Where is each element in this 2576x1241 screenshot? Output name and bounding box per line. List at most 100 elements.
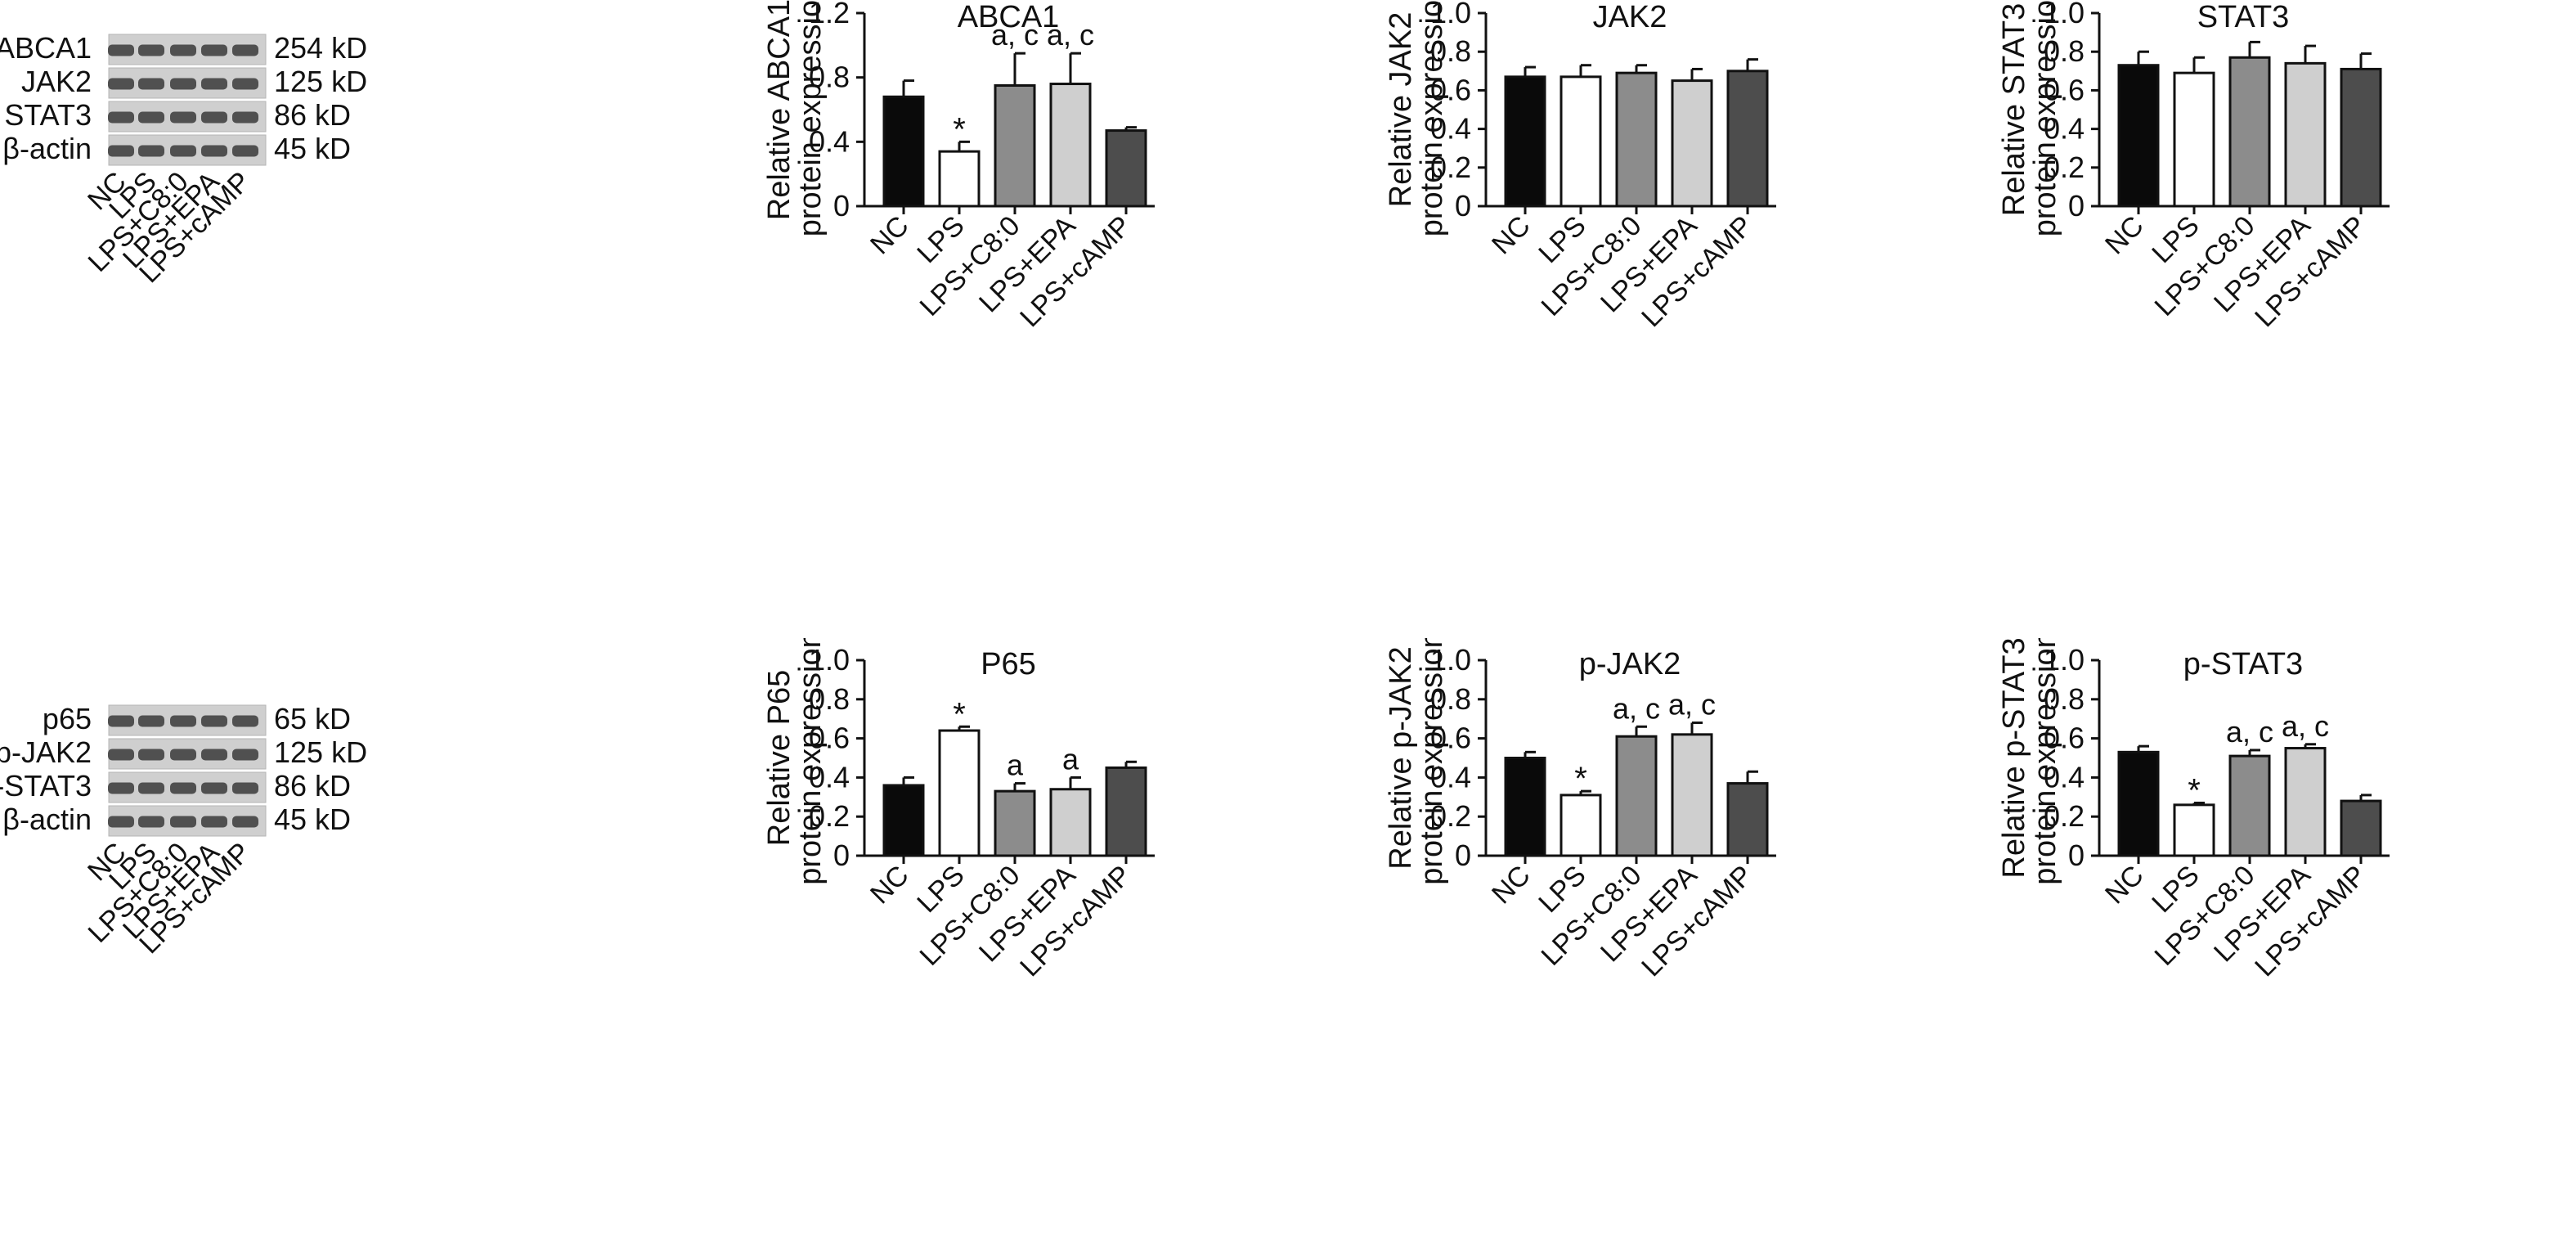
significance-label: * [2188,772,2201,808]
y-axis-label: protein expression [793,638,828,885]
bar [2284,747,2327,857]
blot-band [108,715,134,727]
y-tick-label: 1.0 [809,643,850,677]
y-axis-label: Relative P65 [762,670,797,846]
bar [2117,750,2160,857]
blot-band [108,111,134,124]
bar [2340,67,2382,208]
blot-band [232,78,258,90]
bar [1726,782,1769,857]
y-tick-label: 0.6 [809,722,850,755]
chart-p65: P65 Relative P65 protein expression 0 0.2 0.4… [720,638,1341,1241]
bar [1504,75,1546,208]
bar [2173,71,2215,208]
molecular-weight-label: 65 kD [274,702,351,735]
bar [1671,733,1713,857]
chart-stat3: STAT3 Relative STAT3 protein expression 0 0.… [1954,0,2576,605]
bar [938,150,981,208]
blot-band [138,782,164,794]
blot-band [108,44,134,56]
y-tick-label: 1.2 [809,0,850,29]
significance-label: a, c [1668,687,1716,721]
y-tick-label: 0.8 [809,682,850,716]
chart-title: JAK2 [1593,0,1667,34]
bar [1671,79,1713,208]
y-tick-label: 0.6 [2044,73,2085,106]
blot-band [108,816,134,828]
y-tick-label: 0.2 [1430,151,1471,184]
y-tick-label: 0.4 [809,124,850,158]
bar [2228,56,2271,208]
blot-band [232,44,258,56]
y-axis-label: protein expression [2028,638,2062,885]
x-tick-label: NC [2099,210,2150,261]
protein-label: p-JAK2 [0,735,92,769]
bar [1504,757,1546,857]
molecular-weight-label: 254 kD [274,31,367,65]
western-blot-figure: ABCA1 254 kD JAK2 125 kD STAT3 86 kD β-actin 45… [0,31,367,289]
blot-band [170,749,196,761]
protein-label: ABCA1 [0,31,92,65]
y-tick-label: 0 [833,839,850,872]
blot-band [170,111,196,124]
blot-band [138,145,164,157]
y-axis-label: Relative p-STAT3 [1997,638,2031,879]
significance-label: a, c [2226,715,2273,749]
y-tick-label: 0.2 [2044,151,2085,184]
y-tick-label: 0.6 [1430,73,1471,106]
y-tick-label: 0.8 [2044,682,2085,716]
y-tick-label: 0 [1455,839,1471,872]
bar [1105,766,1147,857]
bar [994,84,1036,208]
significance-label: * [953,696,966,732]
significance-label: a, c [1613,691,1660,725]
bar [1560,794,1602,857]
y-tick-label: 0.4 [1430,760,1471,794]
blot-band [201,44,227,56]
y-tick-label: 0 [1455,189,1471,223]
blot-band [138,111,164,124]
chart-title: STAT3 [2197,0,2290,34]
blot-band [138,816,164,828]
x-tick-label: NC [1486,210,1537,261]
bar [882,784,925,857]
chart-abca1: ABCA1 Relative ABCA1 protein expression 0 0.… [720,0,1341,605]
blot-band [170,44,196,56]
blot-band [170,816,196,828]
protein-label: p-STAT3 [0,769,92,803]
blot-band [232,782,258,794]
bar [1615,735,1658,857]
y-axis-label: protein expression [1415,638,1449,885]
significance-label: a, c [991,18,1039,52]
y-tick-label: 0.2 [809,799,850,833]
y-tick-label: 1.0 [2044,0,2085,29]
chart-title: P65 [981,647,1036,681]
y-tick-label: 0.4 [1430,112,1471,146]
y-axis-label: Relative p-JAK2 [1384,646,1418,869]
y-tick-label: 0.4 [2044,760,2085,794]
molecular-weight-label: 125 kD [274,65,367,98]
blot-band [201,816,227,828]
y-tick-label: 0.4 [809,760,850,794]
protein-label: p65 [43,702,92,735]
y-tick-label: 1.0 [2044,643,2085,677]
y-axis-label: protein expression [793,0,828,236]
chart-p-jak2: p-JAK2 Relative p-JAK2 protein expression 0… [1341,638,1963,1241]
chart-title: p-STAT3 [2183,647,2303,681]
blot-band [170,715,196,727]
y-tick-label: 0.8 [2044,34,2085,68]
significance-label: * [953,111,966,147]
bar [2340,799,2382,857]
blot-band [170,145,196,157]
blot-band [201,749,227,761]
y-axis-label: protein expression [2028,0,2062,236]
y-axis-label: Relative ABCA1 [762,0,797,220]
significance-label: a, c [2282,709,2329,743]
blot-band [138,715,164,727]
blot-band [232,749,258,761]
bar [2173,803,2215,857]
x-tick-label: NC [864,210,915,261]
